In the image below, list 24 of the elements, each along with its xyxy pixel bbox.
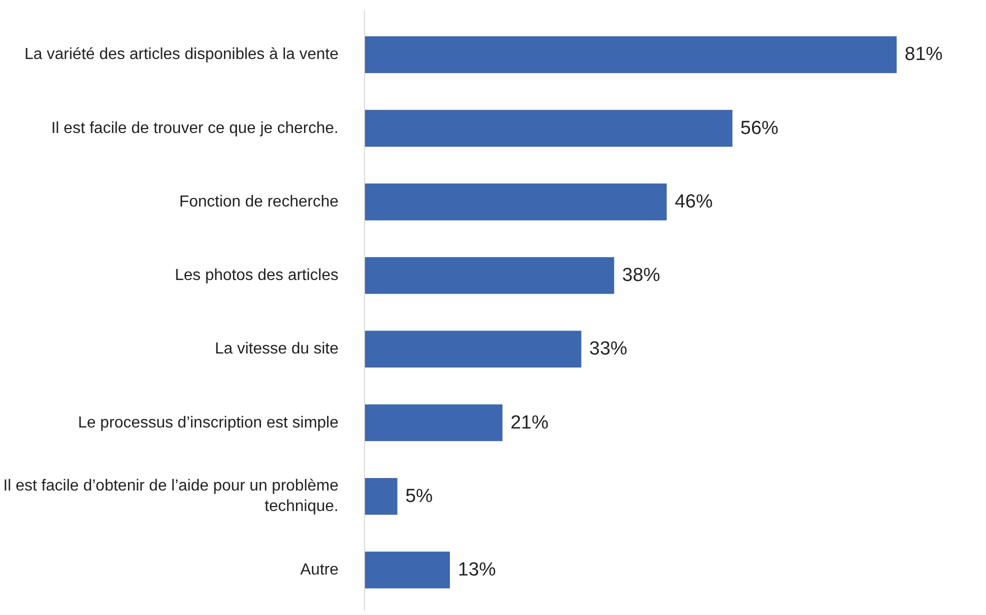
y-tick-label: Autre: [300, 562, 339, 579]
data-label: 33%: [589, 338, 628, 360]
y-tick-label: La variété des articles disponibles à la vente: [24, 46, 339, 64]
bar: [364, 257, 614, 294]
data-label: 46%: [674, 191, 713, 212]
y-tick-label: Fonction de recherche: [179, 193, 339, 210]
bar: [364, 404, 502, 442]
data-label: 5%: [405, 486, 433, 507]
bar: [364, 36, 897, 74]
bar: [364, 110, 732, 147]
data-label: 21%: [510, 412, 549, 434]
bar: [364, 330, 582, 368]
bar: [364, 478, 398, 515]
data-label: 56%: [740, 118, 779, 139]
y-tick-label: Il est facile d’obtenir de l’aide pour un problème technique.: [3, 478, 339, 516]
y-tick-label: Le processus d’inscription est simple: [78, 414, 339, 432]
data-label: 13%: [458, 560, 496, 581]
data-label: 38%: [622, 265, 660, 286]
y-tick-label: La vitesse du site: [214, 340, 339, 358]
y-tick-label: Les photos des articles: [174, 267, 339, 284]
bar: [364, 184, 667, 220]
bar: [364, 552, 450, 588]
y-tick-label: Il est facile de trouver ce que je cherche.: [51, 120, 338, 137]
data-label: 81%: [904, 44, 943, 66]
